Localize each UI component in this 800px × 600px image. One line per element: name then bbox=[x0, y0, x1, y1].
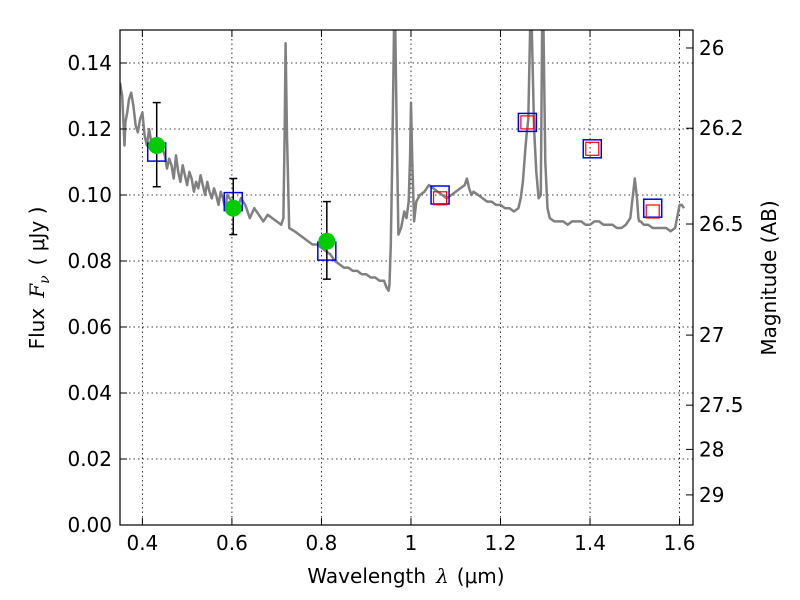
x-axis-label: Wavelength λ (μm) bbox=[307, 564, 504, 588]
y-tick-label: 0.08 bbox=[67, 249, 112, 273]
y-tick-label: 0.04 bbox=[67, 381, 112, 405]
x-tick-label: 0.8 bbox=[306, 531, 338, 555]
y-tick-label: 0.10 bbox=[67, 183, 112, 207]
y2-tick-label: 27.5 bbox=[699, 393, 744, 417]
y2-tick-label: 28 bbox=[699, 437, 724, 461]
observed-box-point bbox=[432, 191, 448, 206]
y-axis-label: FluxFν( μJy ) bbox=[25, 207, 53, 350]
x-tick-label: 0.4 bbox=[126, 531, 158, 555]
model-box-point bbox=[582, 139, 603, 159]
detection-point bbox=[318, 232, 336, 250]
y-tick-label: 0.14 bbox=[67, 51, 112, 75]
y2-axis-label: Magnitude (AB) bbox=[757, 200, 781, 355]
y2-tick-label: 29 bbox=[699, 483, 724, 507]
model-box-point bbox=[430, 185, 450, 205]
axis-ticks: 0.4 0.6 0.8 1 1.2 1.4 1.6 0.00 0.02 0.04 0.06 0.08 0… bbox=[67, 30, 744, 555]
spectrum-line bbox=[120, 30, 686, 292]
detection-point bbox=[148, 137, 166, 154]
x-tick-label: 1.6 bbox=[664, 531, 696, 555]
y2-tick-label: 26 bbox=[699, 36, 724, 60]
y2-tick-label: 27 bbox=[699, 323, 724, 347]
model-box-point bbox=[517, 112, 538, 133]
plot-area bbox=[120, 30, 686, 292]
y-tick-label: 0.02 bbox=[67, 447, 112, 471]
x-tick-label: 1.2 bbox=[485, 531, 517, 555]
axes-frame bbox=[119, 29, 694, 526]
x-tick-label: 0.6 bbox=[216, 531, 248, 555]
observed-box-point bbox=[645, 204, 660, 219]
y-tick-label: 0.06 bbox=[67, 315, 112, 339]
x-tick-label: 1 bbox=[405, 531, 418, 555]
y2-tick-label: 26.5 bbox=[699, 212, 744, 236]
y-tick-label: 0.12 bbox=[67, 117, 112, 141]
x-tick-label: 1.4 bbox=[574, 531, 606, 555]
y2-tick-label: 26.2 bbox=[699, 116, 744, 140]
observed-box-point bbox=[520, 115, 535, 130]
model-box-point bbox=[642, 198, 663, 218]
y-tick-label: 0.00 bbox=[67, 513, 112, 537]
detection-point bbox=[224, 199, 242, 217]
observed-box-point bbox=[585, 141, 600, 156]
